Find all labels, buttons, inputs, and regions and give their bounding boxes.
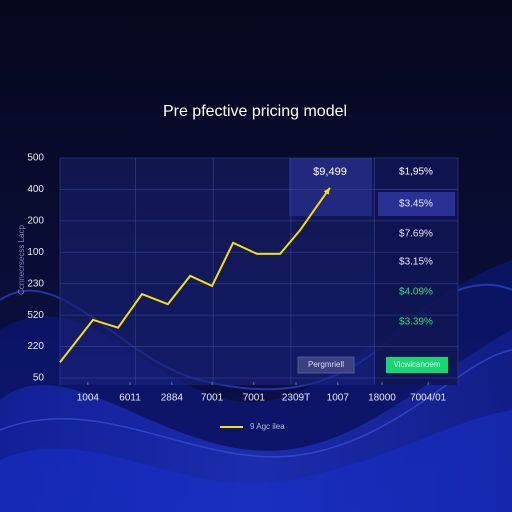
button-label[interactable]: Pergmriell: [308, 360, 344, 369]
x-tick-label: 7004/01: [410, 393, 447, 404]
panel-value: $1,95%: [399, 167, 433, 178]
y-tick-label: 100: [27, 247, 44, 258]
panel-value: $3.15%: [399, 257, 433, 268]
x-tick-label: 7001: [201, 393, 224, 404]
x-tick-label: 2884: [161, 393, 184, 404]
highlight-value: $9,499: [313, 166, 347, 178]
y-tick-label: 220: [27, 341, 44, 352]
button[interactable]: [297, 356, 355, 374]
y-tick-label: 50: [33, 373, 45, 384]
panel-value: $7.69%: [399, 229, 433, 240]
ticks: 50 220 520 230 100 200 400 500 1004 6011 2884 7001 7…: [27, 153, 446, 404]
x-tick-label: 18000: [368, 393, 396, 404]
legend-label: 9 Agc ilea: [250, 422, 285, 431]
line: [59, 187, 331, 363]
panel-value: $3.45%: [399, 199, 433, 210]
arrow-head: [323, 187, 330, 195]
panel-value: $4.09%: [399, 287, 433, 298]
panel-value: $3.39%: [399, 317, 433, 328]
y-tick-label: 200: [27, 215, 44, 226]
x-tick-label: 1004: [77, 393, 100, 404]
highlight-column: [289, 158, 372, 216]
chart-title: Pre pfective pricing model: [163, 103, 347, 120]
y-tick-label: 400: [27, 184, 44, 195]
x-tick-label: 2309T: [282, 393, 310, 404]
marks: [59, 187, 331, 363]
x-tick-label: 7001: [243, 393, 266, 404]
panel-values: $1,95% $3.45% $7.69% $3.15% $4.09% $3.39%: [399, 167, 433, 328]
panel-highlight: [378, 192, 455, 216]
button-label[interactable]: Vicwicanoem: [394, 360, 441, 369]
button[interactable]: [386, 357, 448, 373]
y-axis-label: Ccnnecrsecss Lacp: [17, 225, 26, 295]
x-tick-label: 1007: [327, 393, 350, 404]
y-tick-label: 520: [27, 310, 44, 321]
y-tick-label: 500: [27, 153, 44, 164]
y-tick-label: 230: [27, 278, 44, 289]
x-tick-label: 6011: [119, 393, 141, 404]
